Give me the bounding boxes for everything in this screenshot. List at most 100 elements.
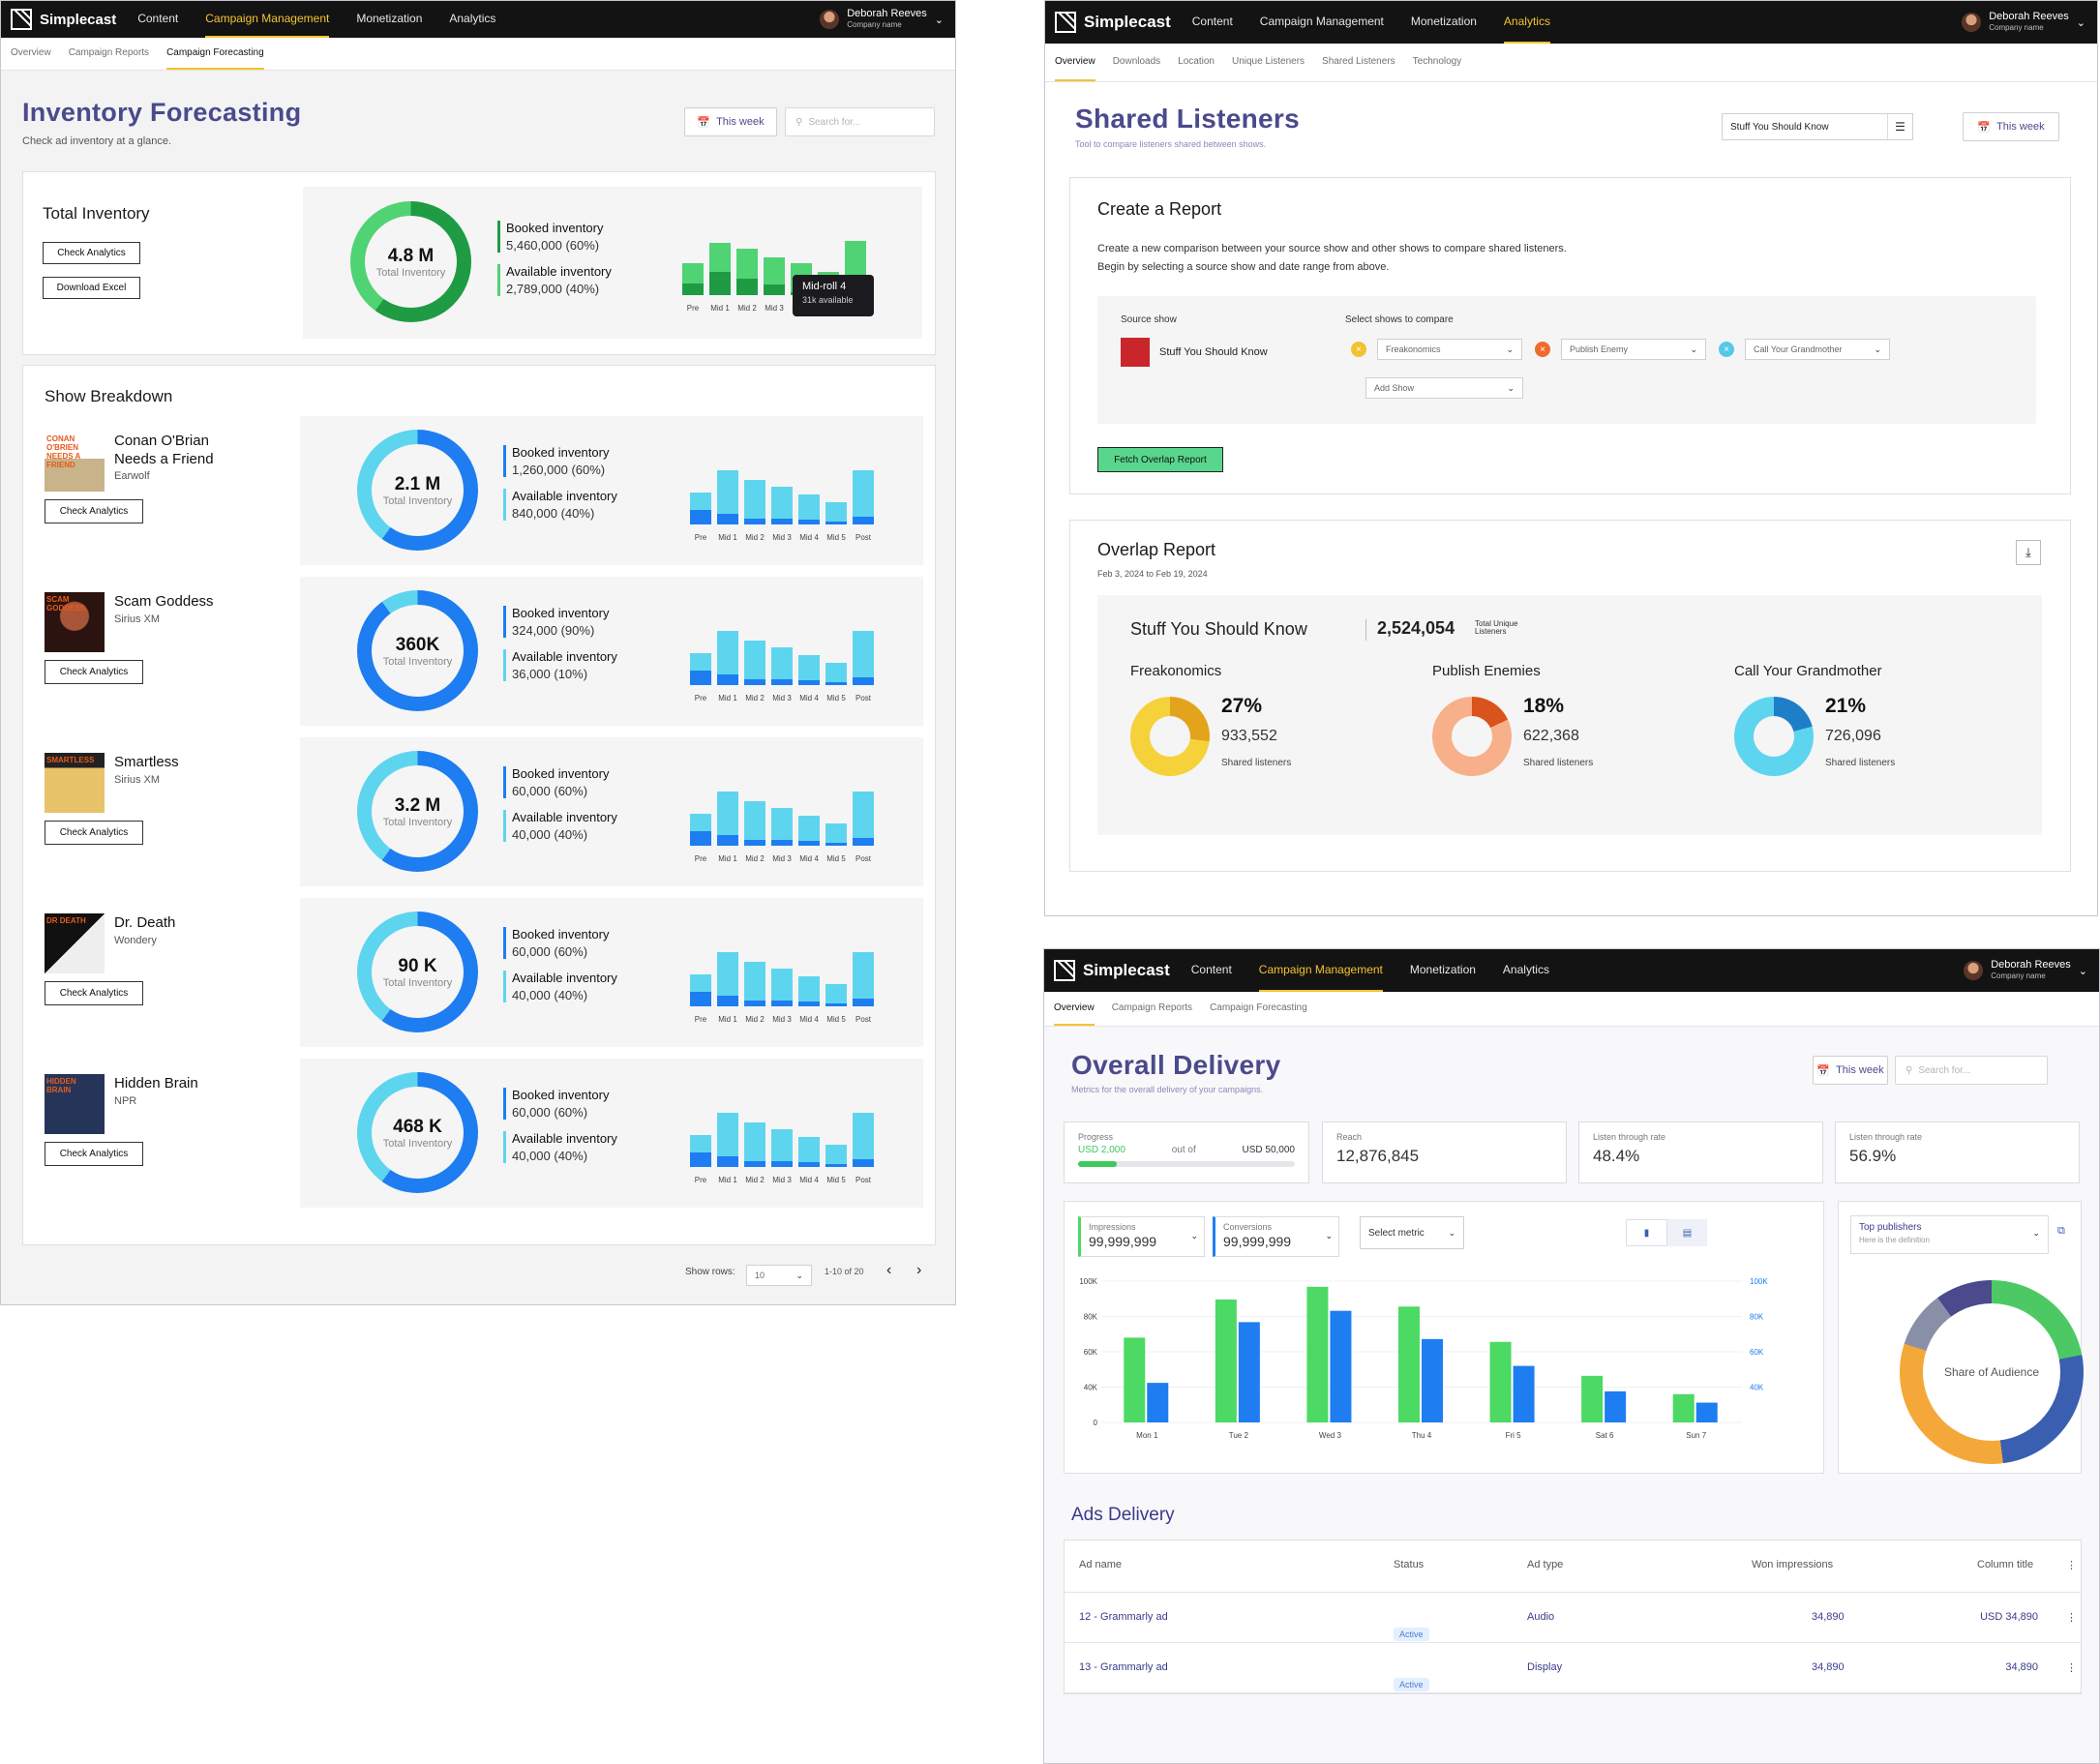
ad-name[interactable]: 13 - Grammarly ad xyxy=(1079,1661,1168,1673)
tab-campaign-reports[interactable]: Campaign Reports xyxy=(68,47,150,58)
bar-mid1[interactable] xyxy=(717,952,738,1006)
top-publishers-select[interactable]: Top publishers Here is the definition ⌄ xyxy=(1850,1215,2049,1254)
bar-mid4[interactable] xyxy=(798,815,820,846)
check-analytics-button[interactable]: Check Analytics xyxy=(45,821,143,845)
line-chart-icon[interactable]: ▤ xyxy=(1682,1227,1693,1239)
simplecast-logo[interactable]: Simplecast xyxy=(1055,12,1171,33)
tab-campaign-reports[interactable]: Campaign Reports xyxy=(1111,1002,1193,1013)
remove-show-icon[interactable]: × xyxy=(1719,342,1734,357)
user-menu[interactable]: Deborah Reeves Company name ⌄ xyxy=(820,1,944,38)
col-column-title[interactable]: Column title xyxy=(1977,1559,2034,1570)
bar-series-1[interactable] xyxy=(1306,1286,1329,1422)
nav-campaign-management[interactable]: Campaign Management xyxy=(1258,949,1383,992)
bar-mid1[interactable] xyxy=(709,242,731,295)
show-select[interactable]: Stuff You Should Know ☰ xyxy=(1722,113,1913,140)
tab-overview[interactable]: Overview xyxy=(1055,44,1095,81)
more-icon[interactable]: ⋮ xyxy=(2066,1560,2077,1571)
download-icon[interactable]: ⤓ xyxy=(2016,540,2041,565)
bar-mid2[interactable] xyxy=(736,249,758,295)
bar-mid4[interactable] xyxy=(798,493,820,524)
bar-pre[interactable] xyxy=(682,263,704,295)
select-metric-dropdown[interactable]: Select metric ⌄ xyxy=(1360,1216,1464,1249)
search-input[interactable]: ⚲ Search for... xyxy=(1895,1056,2048,1085)
ad-name[interactable]: 12 - Grammarly ad xyxy=(1079,1611,1168,1623)
bar-series-2[interactable] xyxy=(1422,1338,1443,1422)
bar-mid4[interactable] xyxy=(798,654,820,685)
tab-technology[interactable]: Technology xyxy=(1412,56,1462,67)
bar-series-1[interactable] xyxy=(1489,1341,1512,1422)
this-week-button[interactable]: 📅 This week xyxy=(684,107,777,136)
search-input[interactable]: ⚲ Search for... xyxy=(785,107,935,136)
compare-show-select[interactable]: Call Your Grandmother ⌄ xyxy=(1745,339,1890,360)
bar-mid3[interactable] xyxy=(771,807,793,846)
table-row[interactable]: 12 - Grammarly ad Active Audio 34,890 USD 34… xyxy=(1065,1593,2081,1643)
check-analytics-button[interactable]: Check Analytics xyxy=(45,499,143,523)
more-icon[interactable]: ⋮ xyxy=(2066,1662,2077,1674)
compare-show-select[interactable]: Freakonomics ⌄ xyxy=(1377,339,1522,360)
bar-series-1[interactable] xyxy=(1124,1337,1146,1422)
bar-post[interactable] xyxy=(853,792,874,846)
bar-mid2[interactable] xyxy=(744,800,765,846)
bar-mid1[interactable] xyxy=(717,792,738,846)
table-row[interactable]: 13 - Grammarly ad Active Display 34,890 34,8… xyxy=(1065,1643,2081,1693)
bar-mid4[interactable] xyxy=(798,1136,820,1167)
tab-overview[interactable]: Overview xyxy=(1054,992,1095,1026)
bar-series-1[interactable] xyxy=(1672,1393,1695,1422)
fetch-overlap-report-button[interactable]: Fetch Overlap Report xyxy=(1097,447,1223,472)
bar-pre[interactable] xyxy=(690,653,711,685)
nav-campaign-management[interactable]: Campaign Management xyxy=(1259,15,1384,28)
bar-mid1[interactable] xyxy=(717,470,738,524)
tab-overview[interactable]: Overview xyxy=(11,47,51,58)
nav-analytics[interactable]: Analytics xyxy=(449,12,496,25)
bar-mid1[interactable] xyxy=(717,631,738,685)
nav-analytics[interactable]: Analytics xyxy=(1502,963,1549,976)
nav-content[interactable]: Content xyxy=(137,12,179,25)
bar-series-2[interactable] xyxy=(1330,1310,1352,1422)
this-week-button[interactable]: 📅 This week xyxy=(1963,112,2059,141)
bar-post[interactable] xyxy=(853,631,874,685)
check-analytics-button[interactable]: Check Analytics xyxy=(45,981,143,1005)
remove-show-icon[interactable]: × xyxy=(1351,342,1366,357)
bar-mid4[interactable] xyxy=(798,975,820,1006)
nav-monetization[interactable]: Monetization xyxy=(1409,963,1476,976)
compare-show-select[interactable]: Publish Enemy ⌄ xyxy=(1561,339,1706,360)
bar-mid5[interactable] xyxy=(825,662,847,685)
bar-chart-icon[interactable]: ▮ xyxy=(1626,1219,1667,1246)
user-menu[interactable]: Deborah Reeves Company name ⌄ xyxy=(1962,1,2085,44)
nav-content[interactable]: Content xyxy=(1190,963,1232,976)
bar-series-2[interactable] xyxy=(1147,1383,1169,1422)
bar-pre[interactable] xyxy=(690,1135,711,1167)
bar-pre[interactable] xyxy=(690,814,711,846)
bar-series-2[interactable] xyxy=(1238,1322,1260,1422)
bar-mid3[interactable] xyxy=(771,968,793,1006)
tab-unique-listeners[interactable]: Unique Listeners xyxy=(1231,56,1305,67)
tab-downloads[interactable]: Downloads xyxy=(1112,56,1161,67)
bar-mid2[interactable] xyxy=(744,1121,765,1167)
bar-mid5[interactable] xyxy=(825,822,847,846)
bar-series-1[interactable] xyxy=(1398,1306,1420,1422)
bar-mid3[interactable] xyxy=(764,256,785,295)
user-menu[interactable]: Deborah Reeves Company name ⌄ xyxy=(1964,949,2087,992)
bar-mid1[interactable] xyxy=(717,1113,738,1167)
col-won-impressions[interactable]: Won impressions xyxy=(1752,1559,1834,1570)
nav-monetization[interactable]: Monetization xyxy=(1410,15,1477,28)
bar-mid2[interactable] xyxy=(744,640,765,685)
bar-post[interactable] xyxy=(853,1113,874,1167)
nav-analytics[interactable]: Analytics xyxy=(1503,1,1550,44)
check-analytics-button[interactable]: Check Analytics xyxy=(45,1142,143,1166)
next-page-icon[interactable]: › xyxy=(916,1262,922,1278)
bar-mid5[interactable] xyxy=(825,501,847,524)
download-excel-button[interactable]: Download Excel xyxy=(43,277,140,299)
bar-mid5[interactable] xyxy=(825,983,847,1006)
tab-campaign-forecasting[interactable]: Campaign Forecasting xyxy=(166,38,264,70)
check-analytics-button[interactable]: Check Analytics xyxy=(45,660,143,684)
tab-campaign-forecasting[interactable]: Campaign Forecasting xyxy=(1210,1002,1307,1013)
export-icon[interactable]: ⧉ xyxy=(2057,1225,2065,1237)
add-show-select[interactable]: Add Show ⌄ xyxy=(1365,377,1523,399)
col-status[interactable]: Status xyxy=(1394,1559,1425,1570)
bar-mid3[interactable] xyxy=(771,486,793,524)
tab-shared-listeners[interactable]: Shared Listeners xyxy=(1322,56,1395,67)
this-week-button[interactable]: 📅 This week xyxy=(1813,1056,1888,1085)
simplecast-logo[interactable]: Simplecast xyxy=(1054,960,1170,981)
filter-icon[interactable]: ☰ xyxy=(1887,114,1912,139)
